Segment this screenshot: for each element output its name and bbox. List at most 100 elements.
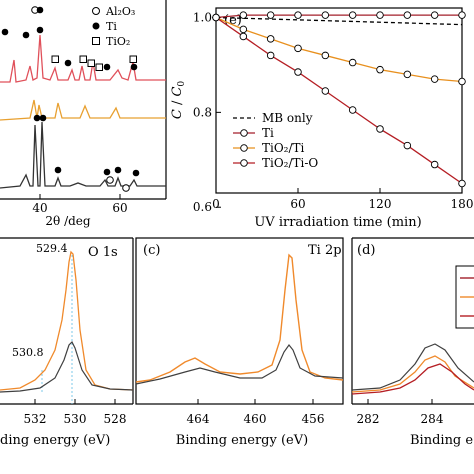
legend-open-circle-icon (92, 7, 100, 15)
ti2p-curve-orange (135, 253, 344, 383)
panel-d-tick-label-282: 282 (357, 412, 380, 426)
legend-ti-marker (240, 129, 248, 137)
xrd-marker-tio2 (79, 55, 87, 63)
series-tio2-ti-o-point (376, 125, 384, 133)
xrd-marker-ti (103, 168, 111, 176)
series-ti-point (458, 11, 466, 19)
xrd-marker-ti (1, 28, 9, 36)
panel-c-label: (c) (143, 243, 160, 258)
xrd-marker-ti (132, 169, 140, 177)
series-tio2-ti-point (266, 35, 275, 43)
series-tio2-ti-o-point (403, 141, 412, 150)
xrd-x-label: 2θ /deg (45, 214, 91, 228)
xrd-marker-ti (36, 6, 44, 14)
panel-e-x-label: UV irradiation time (min) (254, 215, 421, 230)
panel-d-curve-orange (351, 355, 474, 393)
panel-e-frame (215, 7, 463, 194)
xrd-legend-al2o3: Al₂O₃ (105, 5, 135, 18)
xrd-panel: 40 60 2θ /deg Al₂O₃ Ti TiO₂ (0, 0, 167, 228)
legend-tio2-ti-o-marker (240, 159, 248, 167)
x-tick-label: 0 (212, 197, 220, 211)
legend-tio2-ti-o: TiO₂/Ti-O (262, 156, 318, 170)
xrd-marker-al2o3 (122, 184, 130, 192)
panel-o1s: O 1s 529.4 530.8 532 530 528 ding energy… (0, 237, 134, 448)
xrd-legend-ti: Ti (106, 20, 117, 33)
panel-d-x-label: Binding e (410, 433, 473, 448)
series-ti-point (430, 11, 439, 19)
legend-tio2-ti-marker (240, 144, 248, 152)
series-tio2-ti-o-point (430, 160, 439, 169)
series-tio2-ti-o-point (212, 13, 220, 22)
panel-c-frame (135, 237, 344, 405)
y-label-slash: / (170, 97, 185, 110)
series-ti-point (376, 11, 384, 19)
xrd-marker-tio2 (129, 55, 137, 63)
series-tio2-ti-point (430, 75, 439, 83)
series-tio2-ti-point (321, 51, 330, 60)
y-tick-label: 0.8 (193, 105, 212, 119)
series-ti-point (348, 11, 357, 19)
o1s-curve-black (0, 340, 134, 393)
panel-e-legend: MB only Ti TiO₂/Ti TiO₂/Ti-O (233, 111, 318, 170)
x-tick-label: 120 (369, 197, 392, 211)
o1s-peak-label-1: 529.4 (36, 242, 68, 255)
xrd-marker-ti (33, 114, 41, 122)
panel-c-title: Ti 2p (308, 243, 342, 258)
series-tio2-ti-point (458, 77, 466, 86)
panel-c-x-label: Binding energy (eV) (176, 433, 308, 448)
series-tio2-ti-point (294, 44, 302, 53)
panel-e-series (212, 11, 466, 188)
series-tio2-ti-o-point (458, 179, 466, 188)
y-tick-label: 0.6 (193, 200, 212, 214)
series-tio2-ti-o-point (266, 51, 275, 60)
xrd-tick-label-60: 60 (112, 201, 127, 215)
xrd-marker-ti (39, 114, 47, 122)
series-tio2-ti-point (239, 25, 248, 34)
panel-d-curve-black (351, 343, 474, 391)
xrd-marker-tio2 (95, 63, 103, 71)
xrd-tick-label-40: 40 (32, 201, 47, 215)
ti2p-tick-label-460: 460 (244, 412, 267, 426)
series-ti-line (215, 14, 462, 19)
xrd-pattern-orange (0, 99, 166, 121)
legend-mb-only: MB only (262, 111, 313, 125)
xrd-marker-ti (36, 26, 44, 34)
xrd-marker-ti (64, 59, 72, 67)
legend-open-square-icon (92, 37, 100, 45)
series-tio2-ti-o-line (215, 16, 463, 185)
o1s-title: O 1s (88, 245, 118, 260)
ti2p-tick-label-464: 464 (187, 412, 210, 426)
ti2p-curve-black (135, 344, 344, 385)
series-tio2-ti-o-point (348, 106, 357, 114)
series-tio2-ti-point (348, 58, 357, 67)
xrd-pattern-black (0, 121, 166, 189)
xrd-marker-tio2 (87, 59, 95, 67)
xrd-marker-ti (54, 166, 62, 174)
legend-ti: Ti (262, 126, 274, 140)
panel-c: (c) Ti 2p 464 460 456 Binding energy (eV… (135, 237, 344, 448)
xrd-marker-al2o3 (106, 176, 114, 184)
o1s-peak-label-2: 530.8 (12, 346, 44, 359)
panel-d: (d) 282 284 Binding e (351, 237, 474, 448)
o1s-x-label: ding energy (eV) (0, 433, 110, 448)
panel-e-ticks: 0 60 120 180 1.0 0.8 0.6 (193, 10, 474, 214)
xrd-marker-tio2 (51, 55, 59, 63)
xrd-marker-ti (114, 166, 122, 174)
series-tio2-ti-line (215, 16, 463, 83)
series-ti-point (294, 11, 302, 19)
series-tio2-ti-o-point (239, 32, 248, 41)
y-tick-label: 1.0 (193, 10, 212, 24)
series-tio2-ti-o-point (294, 68, 302, 76)
o1s-tick-label-530: 530 (64, 412, 87, 426)
ti2p-tick-label-456: 456 (302, 412, 325, 426)
series-ti-point (403, 11, 412, 19)
series-tio2-ti-point (376, 65, 384, 74)
y-label-c0: C (170, 87, 185, 97)
xrd-legend-tio2: TiO₂ (106, 35, 130, 48)
panel-d-tick-label-284: 284 (421, 412, 444, 426)
x-tick-label: 60 (290, 197, 305, 211)
series-tio2-ti-point (403, 70, 412, 79)
series-ti-point (321, 11, 330, 19)
